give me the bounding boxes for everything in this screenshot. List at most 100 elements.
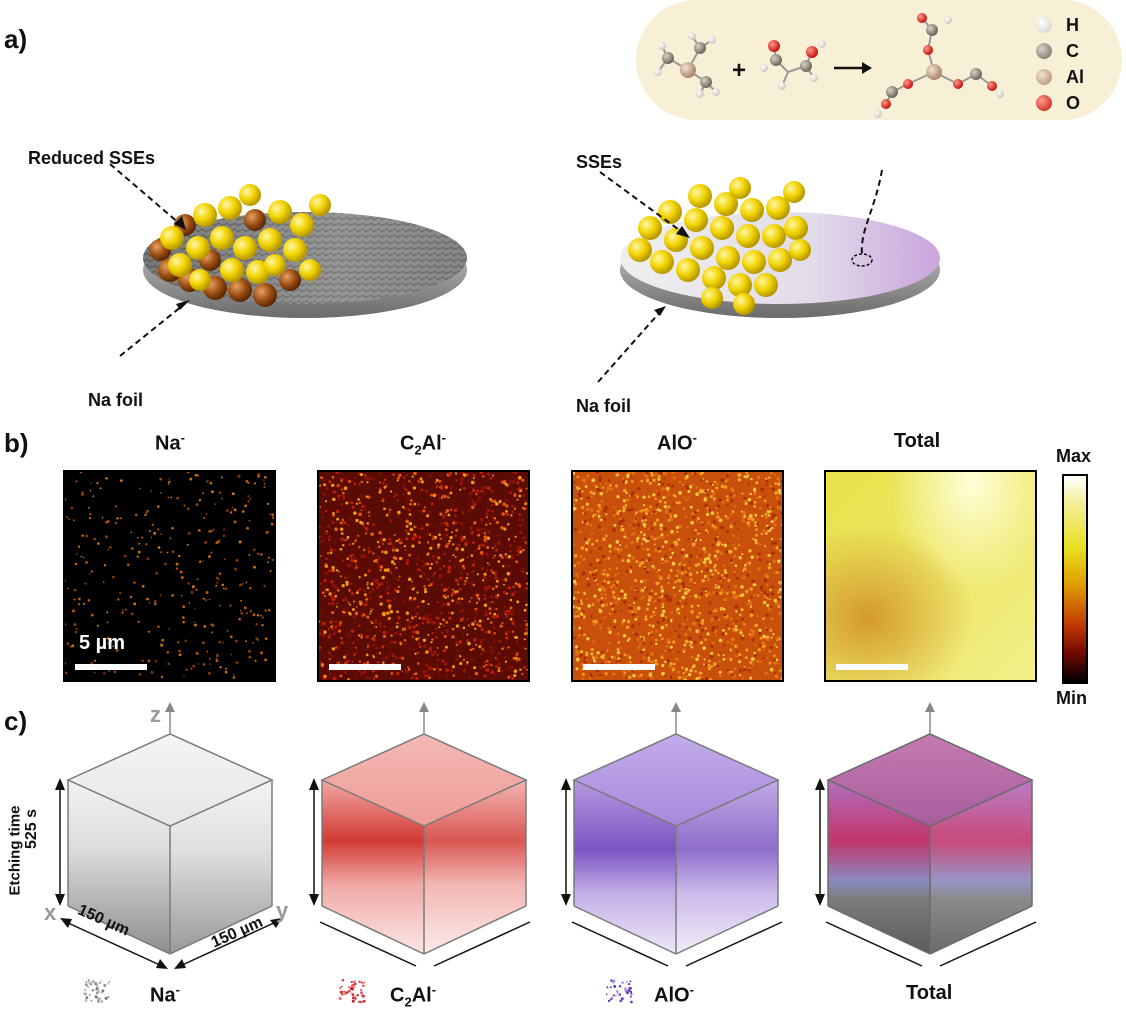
signal-dot [254, 659, 257, 662]
signal-dot [732, 590, 736, 595]
signal-dot [613, 652, 617, 656]
signal-dot [378, 531, 382, 535]
signal-dot [738, 520, 742, 523]
signal-dot [647, 558, 651, 562]
signal-dot [654, 607, 657, 610]
signal-dot [661, 663, 665, 668]
signal-dot [464, 538, 468, 542]
signal-dot [704, 528, 708, 532]
signal-dot [640, 589, 644, 593]
signal-dot [614, 574, 617, 577]
signal-dot [480, 647, 483, 650]
signal-dot [573, 614, 577, 619]
signal-dot [326, 552, 330, 555]
signal-dot [715, 482, 719, 486]
signal-dot [193, 623, 197, 627]
signal-dot [379, 598, 382, 602]
signal-dot [334, 527, 338, 531]
signal-dot [758, 506, 762, 510]
signal-dot [586, 646, 590, 650]
signal-dot [595, 539, 599, 543]
signal-dot [321, 673, 325, 677]
signal-dot [432, 554, 436, 558]
signal-dot [525, 623, 528, 627]
signal-dot [593, 655, 598, 659]
signal-dot [456, 562, 460, 566]
signal-dot [769, 628, 773, 632]
signal-dot [328, 545, 333, 550]
signal-dot [666, 676, 671, 680]
signal-dot [716, 664, 719, 667]
signal-dot [684, 476, 687, 480]
signal-dot [337, 497, 341, 502]
signal-dot [686, 617, 689, 620]
signal-dot [683, 484, 686, 487]
signal-dot [654, 548, 658, 552]
signal-dot [631, 472, 636, 476]
signal-dot [644, 510, 647, 513]
signal-dot [319, 535, 321, 539]
signal-dot [349, 987, 353, 991]
signal-dot [645, 570, 649, 574]
signal-dot [369, 612, 372, 615]
signal-dot [202, 560, 204, 563]
signal-dot [393, 534, 396, 537]
signal-dot [613, 610, 617, 614]
signal-dot [345, 583, 349, 586]
signal-dot [421, 565, 424, 568]
signal-dot [587, 538, 591, 542]
signal-dot [346, 538, 348, 541]
signal-dot [504, 553, 508, 556]
signal-dot [593, 484, 597, 488]
signal-dot [522, 646, 525, 649]
signal-dot [159, 477, 162, 481]
signal-dot [650, 589, 654, 593]
signal-dot [394, 576, 397, 579]
signal-dot [476, 623, 479, 626]
signal-dot [205, 591, 209, 594]
signal-dot [346, 535, 350, 539]
legend-swatch-alo [605, 979, 633, 1004]
signal-dot [603, 588, 607, 593]
signal-dot [357, 1000, 361, 1004]
signal-dot [372, 638, 376, 642]
legend-dot-h [1036, 17, 1052, 33]
signal-dot [633, 596, 638, 601]
signal-dot [171, 594, 174, 597]
signal-dot [523, 507, 527, 511]
signal-dot [359, 472, 364, 477]
signal-dot [729, 493, 733, 497]
signal-dot [264, 609, 268, 612]
signal-dot [411, 536, 416, 541]
signal-dot [231, 506, 234, 509]
na-foil-label-left: Na foil [88, 390, 144, 410]
signal-dot [166, 551, 169, 554]
signal-dot [491, 509, 495, 513]
signal-dot [225, 667, 228, 670]
signal-dot [725, 592, 729, 595]
signal-dot [663, 472, 668, 475]
signal-dot [335, 602, 339, 606]
signal-dot [607, 581, 610, 584]
signal-dot [697, 533, 702, 537]
signal-dot [672, 636, 676, 641]
signal-dot [396, 578, 400, 582]
signal-dot [523, 540, 526, 543]
signal-dot [233, 508, 237, 512]
signal-dot [171, 527, 174, 530]
signal-dot [676, 568, 680, 573]
signal-dot [489, 477, 493, 480]
signal-dot [779, 669, 782, 672]
signal-dot [223, 558, 226, 561]
signal-dot [650, 527, 654, 531]
signal-dot [337, 494, 341, 498]
signal-dot [754, 538, 758, 542]
signal-dot [589, 523, 593, 527]
signal-dot [412, 625, 416, 629]
signal-dot [702, 547, 706, 551]
signal-dot [656, 550, 659, 554]
signal-dot [576, 575, 580, 578]
signal-dot [455, 522, 458, 524]
signal-dot [208, 663, 211, 666]
signal-dot [83, 602, 86, 605]
